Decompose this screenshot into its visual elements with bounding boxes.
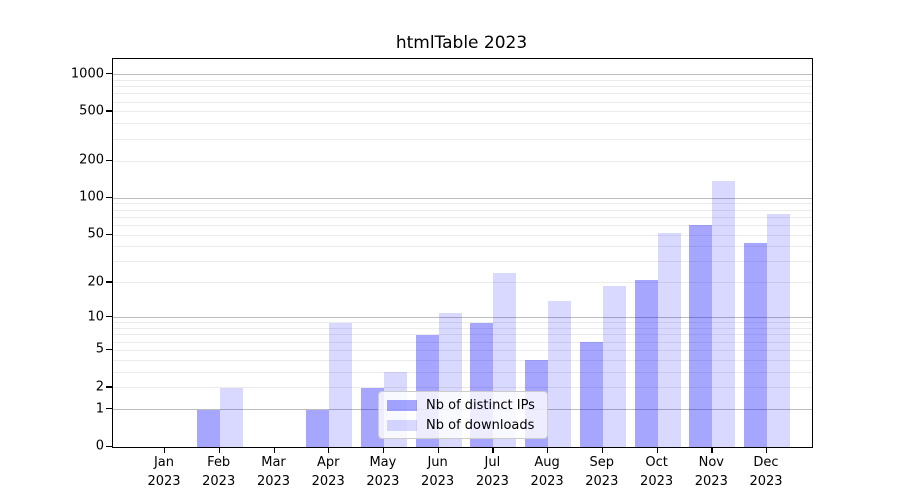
x-tick-label-oct: Oct 2023 [640,455,674,489]
y-tick-label: 50 [87,226,104,242]
bar-distinct-ips-feb [196,409,220,447]
x-tick-mark [601,447,604,453]
y-tick-mark [106,159,112,161]
chart-title: htmlTable 2023 [395,33,528,53]
gridline-minor [113,123,812,125]
bar-downloads-sep [602,285,626,447]
x-tick-label-aug: Aug 2023 [530,455,564,489]
x-tick-mark [273,447,275,453]
x-tick-label-jul: Jul 2023 [475,455,509,489]
y-tick-label: 1000 [70,66,104,81]
gridline-minor [113,341,812,343]
x-tick-label-nov: Nov 2023 [694,455,728,489]
y-tick-label: 200 [79,152,104,168]
gridline-minor [113,79,812,81]
gridline-minor [113,246,812,248]
legend-item-downloads: Nb of downloads [387,418,539,433]
bar-distinct-ips-dec [744,243,767,447]
legend-swatch-distinct-ips [387,399,417,411]
plot-area: Nb of distinct IPs Nb of downloads [112,58,813,448]
gridline-minor [113,209,812,211]
legend-swatch-downloads [387,419,417,431]
bar-distinct-ips-oct [634,280,658,447]
y-tick-mark [106,386,112,388]
x-tick-label-may: May 2023 [366,455,400,489]
y-tick-label: 10 [87,309,104,325]
legend-label-distinct-ips: Nb of distinct IPs [426,397,535,413]
gridline-minor [113,101,812,103]
y-tick-mark [106,110,112,112]
x-tick-label-feb: Feb 2023 [202,455,236,489]
bar-downloads-apr [329,322,353,447]
bar-distinct-ips-nov [689,225,713,447]
x-tick-label-apr: Apr 2023 [311,455,345,489]
y-tick-label: 1 [95,401,104,417]
y-tick-label: 5 [95,341,104,357]
x-tick-mark [164,447,166,453]
gridline-minor [113,86,812,87]
bar-distinct-ips-apr [306,409,330,447]
gridline-minor [113,216,812,218]
gridline-major [113,74,812,75]
gridline-minor [113,234,812,236]
y-tick-mark [106,73,112,75]
y-tick-label: 100 [79,189,104,205]
gridline-minor [113,203,812,205]
gridline-minor [113,282,812,284]
y-tick-mark [106,233,112,235]
y-tick-label: 500 [79,103,104,119]
y-tick-mark [106,316,112,318]
bar-downloads-dec [767,214,790,447]
x-tick-label-jun: Jun 2023 [421,455,455,489]
gridline-minor [113,334,812,336]
y-tick-mark [106,445,112,447]
x-tick-label-mar: Mar 2023 [256,455,291,489]
y-tick-mark [106,196,112,198]
gridline-minor [113,111,812,113]
y-tick-label: 2 [95,379,104,395]
y-tick-mark [106,408,112,410]
bar-downloads-aug [548,301,572,447]
gridline-minor [113,328,812,329]
x-tick-label-dec: Dec 2023 [749,455,783,489]
x-tick-mark [328,447,330,453]
gridline-minor [113,261,812,263]
x-tick-label-jan: Jan 2023 [147,455,181,489]
legend-item-distinct-ips: Nb of distinct IPs [387,398,539,413]
x-tick-mark [382,447,385,453]
y-tick-label: 0 [95,438,104,454]
x-tick-mark [492,447,494,453]
gridline-minor [113,359,812,361]
y-tick-mark [106,281,112,283]
bar-downloads-nov [712,180,736,447]
x-tick-mark [711,447,713,453]
gridline-minor [113,138,812,140]
gridline-minor [113,387,812,389]
x-tick-mark [766,447,768,453]
gridline-minor [113,371,812,373]
x-tick-mark [656,447,658,453]
x-tick-mark [547,447,549,453]
x-tick-label-sep: Sep 2023 [585,455,619,489]
y-tick-mark [106,348,112,351]
gridline-minor [113,160,812,162]
bar-downloads-oct [657,232,681,447]
legend: Nb of distinct IPs Nb of downloads [378,391,548,439]
gridline-major [113,197,812,199]
x-tick-mark [437,447,439,453]
gridline-minor [113,349,812,351]
gridline-minor [113,224,812,226]
y-tick-label: 20 [87,274,104,290]
gridline-minor [113,322,812,324]
bar-distinct-ips-sep [579,342,603,447]
gridline-minor [113,93,812,95]
legend-label-downloads: Nb of downloads [426,417,535,433]
gridline-major [113,317,812,319]
bar-downloads-feb [219,387,243,447]
x-tick-mark [218,447,220,453]
